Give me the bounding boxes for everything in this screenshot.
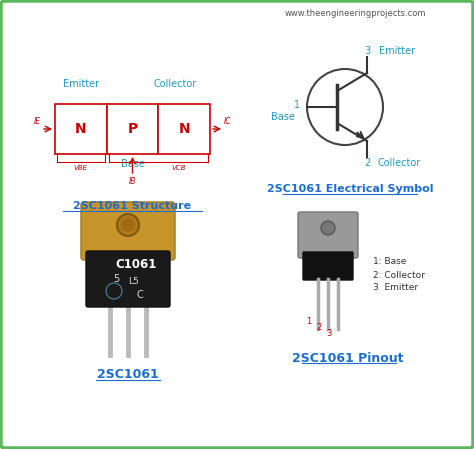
- FancyBboxPatch shape: [86, 251, 170, 307]
- Text: 2SC1061: 2SC1061: [97, 369, 159, 382]
- Text: 2: 2: [364, 158, 370, 168]
- Text: 5: 5: [113, 274, 119, 284]
- Circle shape: [106, 283, 122, 299]
- Text: 3: 3: [364, 46, 370, 56]
- Text: N: N: [75, 122, 87, 136]
- Circle shape: [122, 219, 134, 231]
- Text: Base: Base: [271, 112, 295, 122]
- Text: VCB: VCB: [172, 165, 186, 171]
- FancyBboxPatch shape: [298, 212, 358, 258]
- Text: 2: Collector: 2: Collector: [373, 270, 425, 279]
- Text: 2SC1061 Pinout: 2SC1061 Pinout: [292, 352, 404, 365]
- Text: VBE: VBE: [74, 165, 88, 171]
- Text: 1: 1: [294, 100, 300, 110]
- FancyBboxPatch shape: [81, 202, 175, 260]
- Text: 2: 2: [316, 323, 322, 333]
- Text: 1: 1: [306, 317, 311, 326]
- Text: P: P: [128, 122, 137, 136]
- Text: 2SC1061 Structure: 2SC1061 Structure: [73, 201, 191, 211]
- Text: 2SC1061 Electrical Symbol: 2SC1061 Electrical Symbol: [267, 184, 433, 194]
- Text: L5: L5: [128, 277, 139, 286]
- Text: Collector: Collector: [154, 79, 197, 89]
- Text: 1: Base: 1: Base: [373, 257, 406, 267]
- Text: Base: Base: [120, 159, 145, 169]
- Bar: [55, 104, 107, 154]
- Text: Collector: Collector: [377, 158, 420, 168]
- Bar: [158, 104, 210, 154]
- Text: C: C: [137, 290, 143, 300]
- Bar: [107, 104, 158, 154]
- Text: C1061: C1061: [115, 259, 157, 272]
- Text: N: N: [178, 122, 190, 136]
- Text: 3  Emitter: 3 Emitter: [373, 283, 418, 292]
- Circle shape: [307, 69, 383, 145]
- FancyBboxPatch shape: [303, 252, 353, 280]
- Text: www.theengineeringprojects.com: www.theengineeringprojects.com: [284, 9, 426, 18]
- Text: Emitter: Emitter: [379, 46, 415, 56]
- Text: 3: 3: [326, 330, 332, 339]
- Circle shape: [117, 214, 139, 236]
- Text: Emitter: Emitter: [63, 79, 99, 89]
- Text: IB: IB: [129, 177, 136, 186]
- Text: IE: IE: [34, 116, 41, 126]
- Circle shape: [321, 221, 335, 235]
- Text: IC: IC: [224, 116, 232, 126]
